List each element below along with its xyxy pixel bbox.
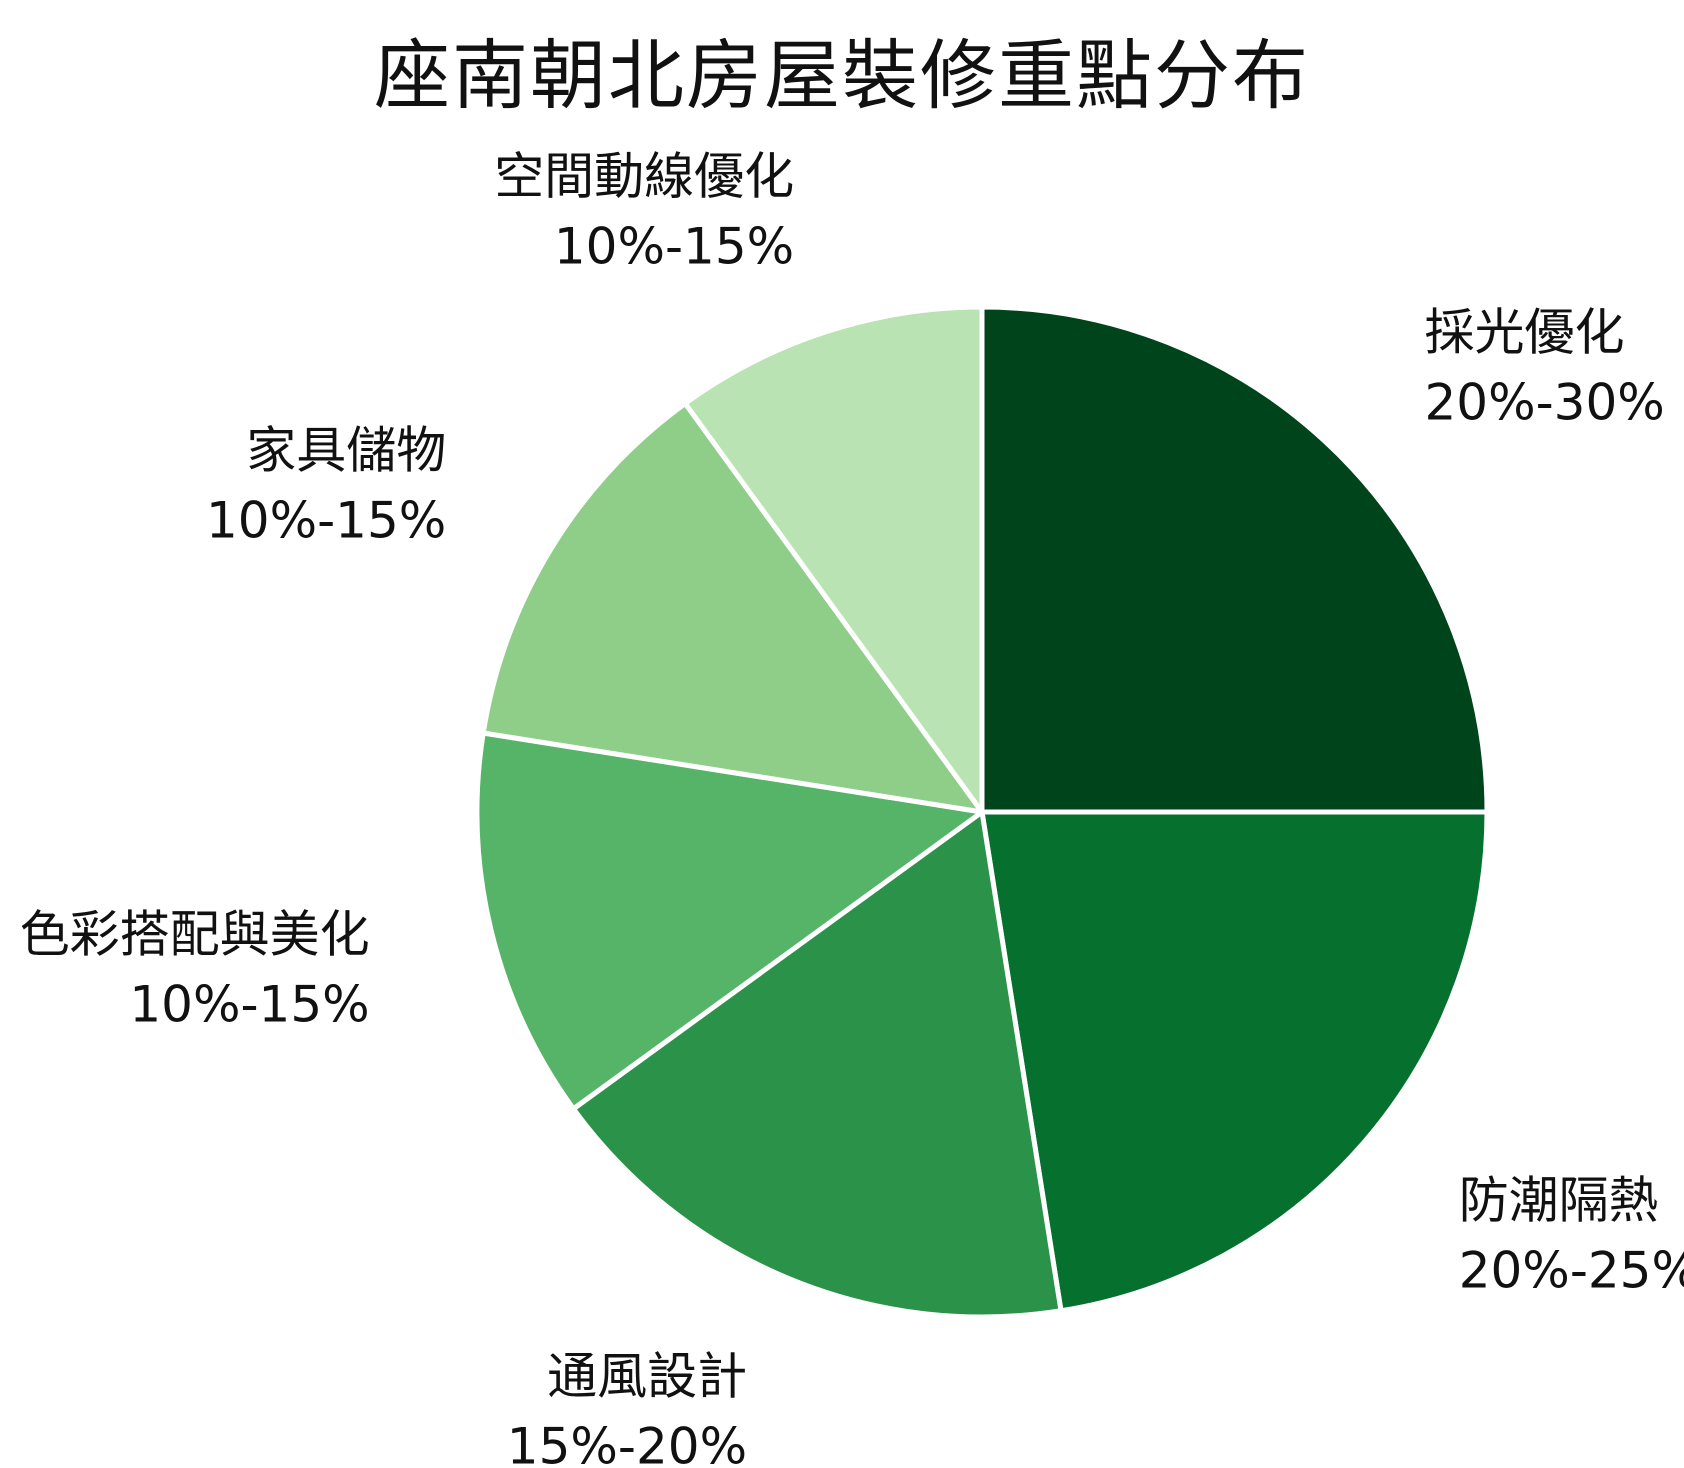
pie-labels: 採光優化 20%-30% 防潮隔熱 20%-25% 通風設計 15%-20% 色彩搭配與美化… bbox=[20, 147, 1684, 1468]
pie-slice bbox=[979, 809, 1490, 1314]
pie-slice bbox=[474, 730, 985, 1112]
slice-name-label: 家具儲物 bbox=[246, 422, 446, 480]
slice-range-label: 20%-25% bbox=[1459, 1242, 1684, 1300]
pie-slices bbox=[474, 304, 1490, 1320]
slice-range-label: 10%-15% bbox=[206, 492, 446, 550]
pie-slice bbox=[480, 400, 985, 815]
slice-name-label: 防潮隔熱 bbox=[1459, 1172, 1659, 1230]
slice-range-label: 15%-20% bbox=[507, 1417, 747, 1468]
pie-slice bbox=[570, 809, 1064, 1320]
pie-slice bbox=[979, 304, 1490, 815]
slice-range-label: 10%-15% bbox=[554, 217, 794, 275]
slice-range-label: 10%-15% bbox=[129, 975, 369, 1033]
slice-range-label: 20%-30% bbox=[1425, 374, 1665, 432]
slice-name-label: 採光優化 bbox=[1425, 304, 1625, 362]
chart-title: 座南朝北房屋裝修重點分布 bbox=[374, 31, 1310, 120]
slice-name-label: 通風設計 bbox=[547, 1347, 747, 1405]
slice-name-label: 色彩搭配與美化 bbox=[20, 905, 370, 963]
slice-name-label: 空間動線優化 bbox=[494, 147, 794, 205]
pie-slice bbox=[682, 304, 985, 815]
